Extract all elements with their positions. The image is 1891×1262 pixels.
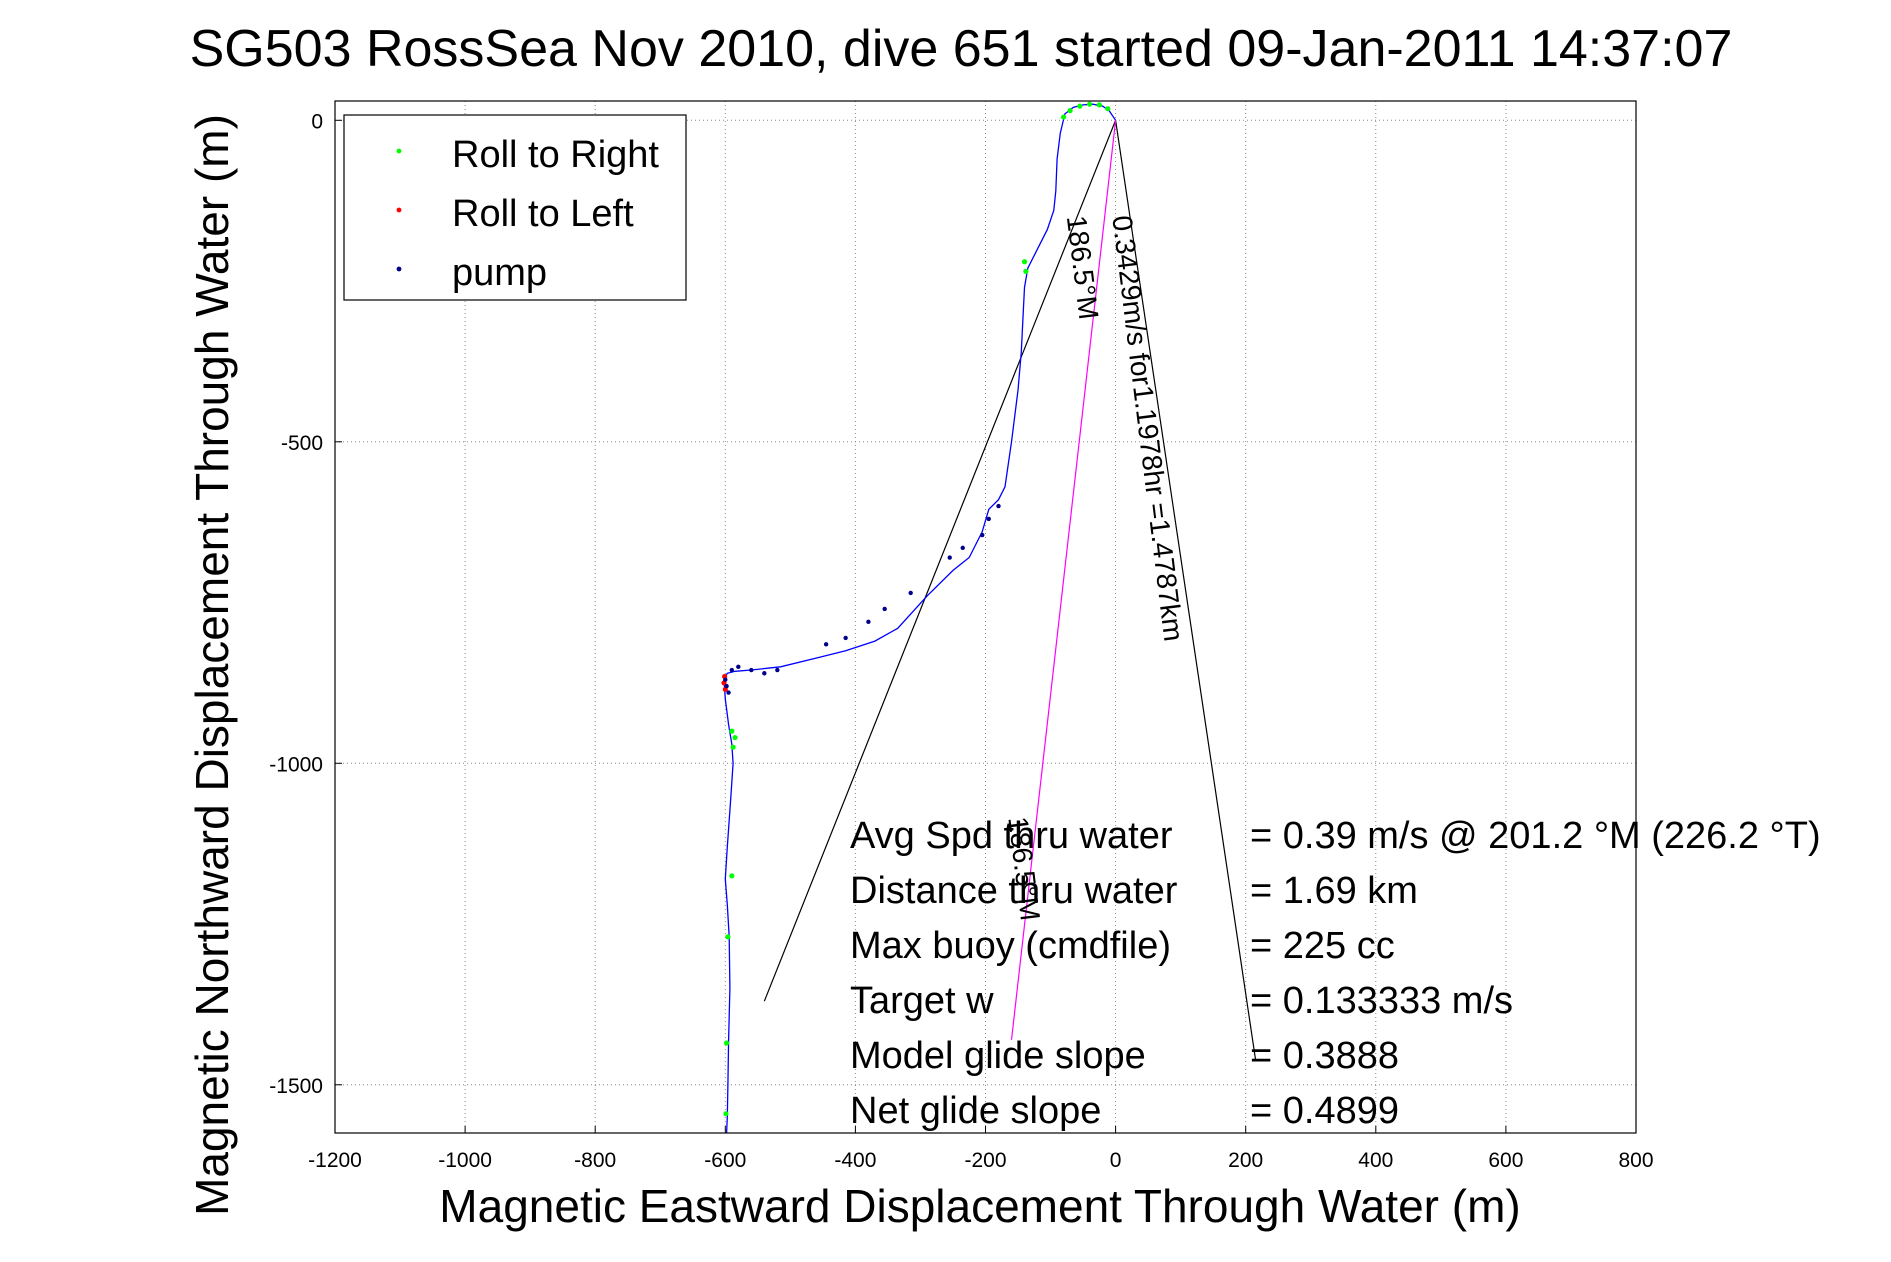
- legend-marker: [396, 148, 402, 154]
- y-tick-label: -1500: [269, 1075, 323, 1098]
- roll-right-point: [1077, 103, 1083, 109]
- stats-layer: Avg Spd thru water = 0.39 m/s @ 201.2 °M …: [850, 815, 1821, 1132]
- stat-label: Net glide slope: [850, 1090, 1101, 1132]
- roll-right-point: [1105, 106, 1111, 112]
- roll-right-point: [730, 744, 736, 750]
- current-line: [1010, 120, 1117, 1040]
- roll-right-point: [1023, 268, 1029, 274]
- legend-marker: [396, 207, 402, 213]
- pump-point: [980, 532, 985, 538]
- roll-right-point: [1067, 108, 1073, 114]
- annotation-text: 186.5°M: [1061, 214, 1105, 322]
- pump-point: [823, 642, 829, 647]
- stat-value: = 1.69 km: [1250, 870, 1418, 912]
- pump-point: [749, 667, 754, 673]
- x-tick-label: 600: [1488, 1149, 1523, 1172]
- pump-point: [736, 664, 741, 670]
- legend-label: Roll to Right: [452, 134, 659, 176]
- stat-value: = 0.3888: [1250, 1035, 1399, 1077]
- y-tick-label: 0: [311, 110, 323, 133]
- legend-label: pump: [452, 252, 547, 294]
- pump-point: [723, 677, 728, 682]
- roll-right-point: [1086, 101, 1093, 107]
- roll-right-point: [1060, 114, 1067, 120]
- x-tick-label: -600: [704, 1149, 746, 1172]
- stat-value: = 0.39 m/s @ 201.2 °M (226.2 °T): [1250, 815, 1821, 857]
- pump-point: [775, 667, 780, 673]
- pump-point: [726, 690, 731, 695]
- stat-label: Target w: [850, 980, 994, 1022]
- roll-right-point: [724, 1040, 730, 1046]
- cone-line: [1115, 120, 1257, 1060]
- x-tick-label: -800: [574, 1149, 616, 1172]
- annotation-text: 0.3429m/s for1.1978hr =1.4787km: [1106, 214, 1189, 643]
- legend-marker: [396, 266, 402, 272]
- pump-point: [729, 667, 735, 673]
- pump-point: [882, 606, 887, 612]
- pump-point: [724, 683, 729, 689]
- legend-label: Roll to Left: [452, 193, 634, 235]
- x-tick-label: -400: [834, 1149, 876, 1172]
- x-tick-label: 0: [1110, 1149, 1122, 1172]
- y-axis-label: Magnetic Northward Displacement Through …: [186, 114, 238, 1216]
- cone-line: [763, 120, 1117, 1002]
- x-tick-label: -1200: [308, 1149, 362, 1172]
- y-tick-label: -500: [281, 432, 323, 455]
- tick-layer: -1200 -1000 -800 -600 -400 -200 0 200 400 600 800 0…: [269, 110, 1653, 1172]
- roll-right-point: [725, 934, 731, 940]
- x-axis-label: Magnetic Eastward Displacement Through W…: [439, 1180, 1520, 1232]
- glider-track-line: [723, 103, 1117, 1133]
- pump-point: [986, 516, 991, 522]
- x-tick-label: -1000: [438, 1149, 492, 1172]
- roll-right-point: [729, 873, 735, 879]
- stat-value: = 225 cc: [1250, 925, 1395, 967]
- roll-right-point: [729, 728, 735, 734]
- pump-point: [866, 619, 871, 625]
- roll-right-point: [732, 734, 738, 741]
- roll-right-point: [1096, 102, 1102, 108]
- pump-point: [762, 671, 767, 676]
- stat-label: Distance thru water: [850, 870, 1178, 912]
- pump-point: [996, 503, 1001, 509]
- stat-label: Model glide slope: [850, 1035, 1146, 1077]
- x-tick-label: -200: [964, 1149, 1006, 1172]
- roll-right-point: [723, 1111, 729, 1117]
- pump-point: [843, 635, 848, 641]
- stat-label: Avg Spd thru water: [850, 815, 1173, 857]
- legend: Roll to Right Roll to Left pump: [343, 114, 687, 301]
- x-tick-label: 800: [1618, 1149, 1653, 1172]
- pump-point: [947, 555, 952, 560]
- data-layer: [721, 101, 1257, 1133]
- stat-label: Max buoy (cmdfile): [850, 925, 1171, 967]
- x-tick-label: 200: [1228, 1149, 1263, 1172]
- stat-value: = 0.133333 m/s: [1250, 980, 1513, 1022]
- x-tick-label: 400: [1358, 1149, 1393, 1172]
- pump-point: [960, 545, 965, 551]
- chart-title: SG503 RossSea Nov 2010, dive 651 started…: [190, 20, 1733, 78]
- stat-value: = 0.4899: [1250, 1090, 1399, 1132]
- pump-point: [908, 590, 913, 596]
- y-tick-label: -1000: [269, 753, 323, 776]
- roll-right-point: [1021, 259, 1028, 265]
